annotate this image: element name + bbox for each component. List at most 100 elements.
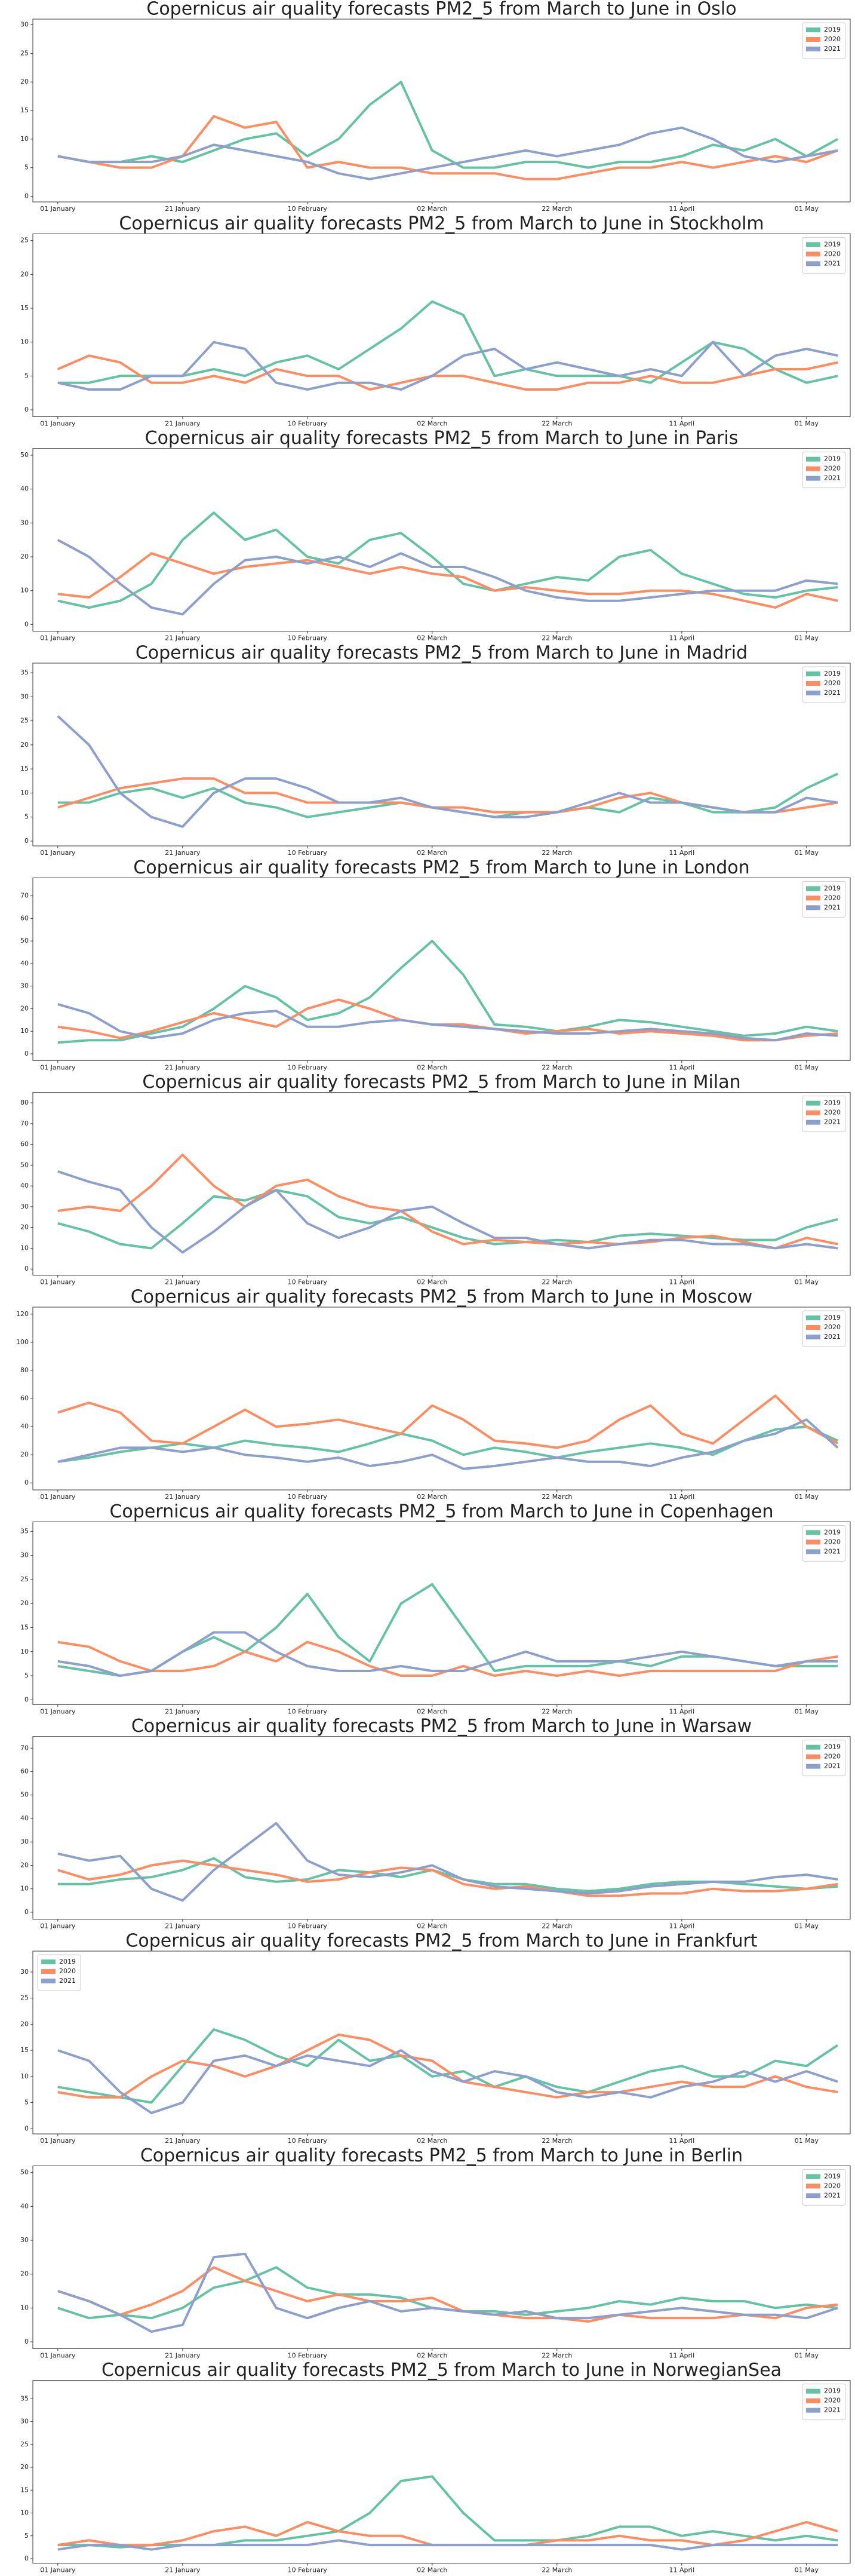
y-tick-label: 20 [20,2463,29,2471]
y-tick-label: 50 [20,1791,29,1799]
series-line [57,354,838,391]
x-tick-label: 01 January [40,849,76,857]
x-tick-label: 22 March [542,849,572,857]
legend-label: 2019 [824,240,841,248]
series-line [57,1857,838,1893]
series-line [57,1154,838,1250]
y-tick-label: 35 [20,668,29,676]
y-tick-label: 0 [24,2338,29,2345]
x-tick-label: 01 January [40,1922,76,1930]
chart: Copernicus air quality forecasts PM2_5 f… [20,2145,851,2359]
x-tick-label: 22 March [542,634,572,642]
series-line [57,300,838,384]
y-tick-label: 10 [20,1244,29,1252]
series-line [57,2475,838,2549]
chart-title: Copernicus air quality forecasts PM2_5 f… [119,213,764,234]
x-tick-label: 01 January [40,1493,76,1501]
legend-swatch [806,671,820,676]
series-line [57,115,838,180]
legend-swatch [806,896,820,901]
series-line [57,552,838,609]
legend-label: 2019 [824,1314,841,1321]
x-tick-label: 01 May [795,2566,819,2574]
x-tick-label: 01 January [40,1278,76,1286]
x-tick-label: 22 March [542,205,572,213]
y-tick-label: 20 [20,553,29,560]
y-tick-label: 10 [20,2304,29,2311]
series-line [57,715,838,828]
x-tick-label: 22 March [542,1063,572,1071]
y-tick-label: 5 [24,164,29,171]
x-tick-label: 02 March [417,1278,447,1286]
chart-title: Copernicus air quality forecasts PM2_5 f… [140,2145,743,2166]
x-tick-label: 11 April [669,634,695,642]
x-tick-label: 21 January [165,1493,201,1501]
chart: Copernicus air quality forecasts PM2_5 f… [20,1931,851,2145]
y-tick-label: 30 [20,1551,29,1559]
y-tick-label: 80 [20,1366,29,1374]
x-tick-label: 11 April [669,1493,695,1501]
series-line [57,1859,838,1897]
y-tick-label: 0 [24,620,29,628]
legend-swatch [806,691,820,695]
y-tick-label: 5 [24,1672,29,1679]
x-tick-label: 01 January [40,205,76,213]
x-tick-label: 10 February [288,205,328,213]
x-tick-label: 22 March [542,2566,572,2574]
legend-swatch [806,1540,820,1545]
chart: Copernicus air quality forecasts PM2_5 f… [20,2360,851,2574]
chart: Copernicus air quality forecasts PM2_5 f… [20,213,851,427]
y-tick-label: 0 [24,837,29,845]
legend-label: 2019 [824,26,841,33]
legend-label: 2019 [59,1958,76,1965]
y-tick-label: 25 [20,1994,29,2002]
chart: Copernicus air quality forecasts PM2_5 f… [20,857,851,1071]
y-tick-label: 30 [20,1203,29,1210]
legend-swatch [806,2408,820,2413]
chart-title: Copernicus air quality forecasts PM2_5 f… [146,0,736,20]
series-line [57,2252,838,2333]
y-tick-label: 20 [20,1861,29,1869]
x-tick-label: 11 April [669,1922,695,1930]
y-tick-label: 20 [20,741,29,749]
y-tick-label: 40 [20,959,29,967]
legend-swatch [806,261,820,266]
legend-swatch [806,905,820,910]
y-tick-label: 30 [20,1838,29,1845]
x-tick-label: 01 May [795,1707,819,1715]
legend-label: 2019 [824,2172,841,2180]
legend-label: 2021 [824,1547,841,1555]
legend-swatch [806,2193,820,2198]
legend-swatch [806,1100,820,1106]
chart-title: Copernicus air quality forecasts PM2_5 f… [136,643,748,664]
series-line [57,126,838,180]
chart: Copernicus air quality forecasts PM2_5 f… [20,428,851,642]
legend-swatch [806,242,820,247]
x-tick-label: 10 February [288,1063,328,1071]
y-tick-label: 30 [20,1968,29,1976]
y-tick-label: 0 [24,1479,29,1486]
plot-frame [32,1736,851,1920]
x-tick-label: 11 April [669,419,695,427]
x-tick-label: 21 January [165,419,201,427]
plot-frame [32,233,851,417]
legend-label: 2021 [824,474,841,482]
x-tick-label: 01 May [795,205,819,213]
x-tick-label: 01 January [40,2351,76,2359]
x-tick-label: 21 January [165,1278,201,1286]
y-tick-label: 15 [20,304,29,312]
chart-title: Copernicus air quality forecasts PM2_5 f… [142,1072,740,1093]
x-tick-label: 10 February [288,2566,328,2574]
y-tick-label: 10 [20,587,29,594]
legend-swatch [806,2184,820,2189]
y-tick-label: 10 [20,789,29,796]
x-tick-label: 10 February [288,2137,328,2145]
x-tick-label: 22 March [542,1493,572,1501]
legend-label: 2019 [824,2387,841,2395]
plot-frame [32,1092,851,1276]
x-tick-label: 01 May [795,634,819,642]
series-line [57,511,838,609]
series-line [57,1583,838,1677]
x-tick-label: 02 March [417,205,447,213]
y-tick-label: 20 [20,1450,29,1458]
